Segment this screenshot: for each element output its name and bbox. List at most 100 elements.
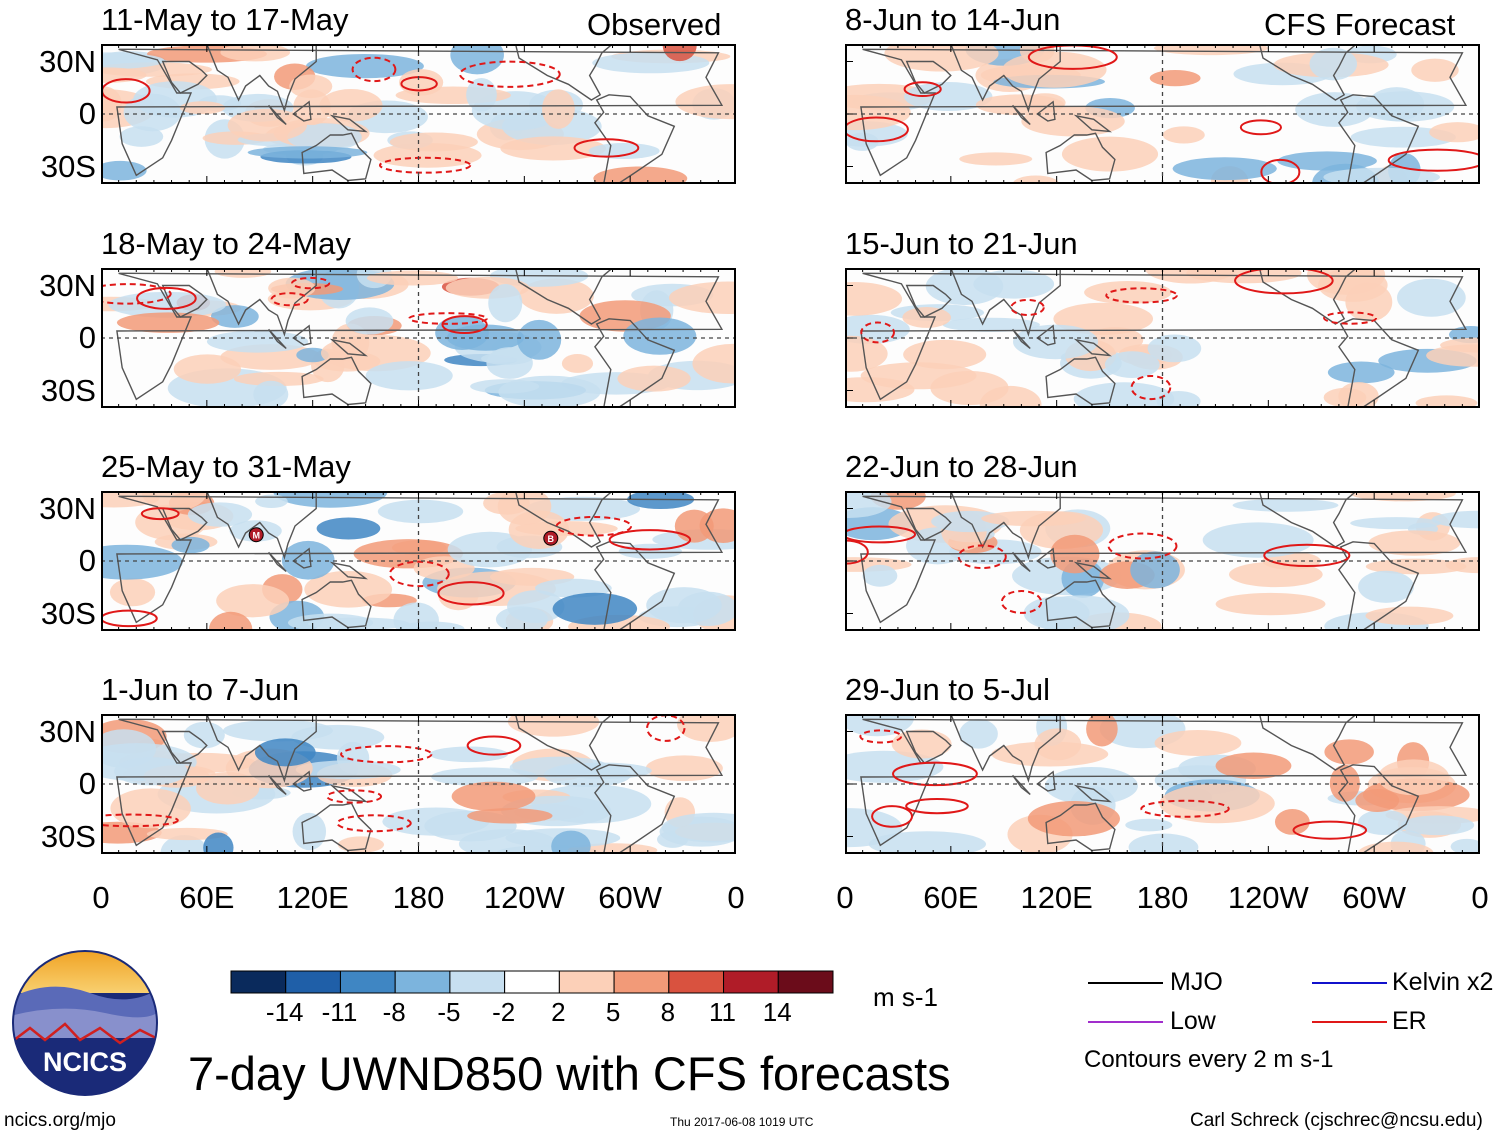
colorbar-swatch <box>504 970 560 994</box>
anomaly-area <box>646 587 722 624</box>
coastline <box>905 60 952 94</box>
anomaly-area <box>552 592 638 625</box>
anomaly-area <box>1154 729 1242 756</box>
anomaly-area <box>171 536 210 554</box>
colorbar <box>230 970 834 994</box>
y-tick-label: 30S <box>40 818 96 854</box>
map-panel <box>101 268 736 408</box>
map-panel <box>845 714 1480 854</box>
footer-url: ncics.org/mjo <box>4 1110 116 1131</box>
er-contour <box>458 60 561 88</box>
svg-text:B: B <box>548 534 555 544</box>
coastline <box>329 784 368 803</box>
anomaly-area <box>1365 606 1454 626</box>
anomaly-area <box>542 89 575 129</box>
anomaly-area <box>447 531 532 568</box>
coastline <box>905 730 952 764</box>
coastline <box>116 495 724 624</box>
er-contour <box>140 507 180 521</box>
anomaly-area <box>389 132 478 152</box>
coastline <box>905 284 952 318</box>
coastline <box>594 764 676 854</box>
logo-text: NCICS <box>43 1047 127 1077</box>
track-marker: B <box>543 530 559 546</box>
anomaly-area <box>1228 561 1323 588</box>
er-contour <box>441 315 488 334</box>
anomaly-area <box>214 268 272 278</box>
y-tick-label: 30N <box>39 267 96 303</box>
map-panel <box>845 44 1480 184</box>
x-tick-label: 60E <box>179 880 235 915</box>
colorbar-tick-label: 14 <box>762 997 792 1027</box>
er-contour <box>1140 799 1230 818</box>
er-contour <box>871 805 914 828</box>
coastline <box>1012 104 1031 126</box>
legend-label: ER <box>1392 1007 1427 1035</box>
anomaly-area <box>1355 789 1400 813</box>
anomaly-area <box>1159 783 1275 824</box>
anomaly-area <box>273 491 388 508</box>
anomaly-area <box>316 517 381 540</box>
anomaly-area <box>1128 833 1199 854</box>
coastline <box>292 770 312 792</box>
anomaly-area <box>1084 280 1172 304</box>
er-contour <box>860 321 895 344</box>
colorbar-swatch <box>394 970 451 994</box>
er-contour <box>957 544 1007 570</box>
anomaly-area <box>337 836 385 853</box>
coastline <box>161 730 208 764</box>
anomaly-area <box>247 146 368 159</box>
anomaly-area <box>1358 809 1409 835</box>
anomaly-area <box>959 152 1033 166</box>
colorbar-swatch <box>449 970 506 994</box>
colorbar-tick-label: -8 <box>382 997 406 1027</box>
legend-label: MJO <box>1170 968 1223 996</box>
y-tick-label: 30S <box>40 372 96 408</box>
anomaly-area <box>1086 714 1118 747</box>
coastline <box>1258 491 1358 548</box>
anomaly-area <box>1147 334 1202 363</box>
anomaly-area <box>1400 815 1475 836</box>
anomaly-area <box>618 543 682 559</box>
anomaly-area <box>1345 282 1393 322</box>
x-tick-label: 0 <box>836 880 854 915</box>
x-tick-label: 120E <box>276 880 349 915</box>
observed-header: Observed <box>587 7 722 42</box>
anomaly-area <box>981 510 1086 527</box>
er-contour <box>437 581 505 606</box>
anomaly-area <box>1324 739 1374 765</box>
anomaly-area <box>295 760 401 780</box>
anomaly-area <box>208 611 253 631</box>
anomaly-area <box>845 94 911 131</box>
coastline <box>161 60 208 94</box>
colorbar-tick-label: 11 <box>709 997 737 1027</box>
anomaly-area <box>287 123 362 151</box>
coastline <box>206 491 317 560</box>
colorbar-tick-label: -5 <box>437 997 461 1027</box>
anomaly-area <box>862 564 898 587</box>
anomaly-area <box>1350 517 1442 530</box>
anomaly-area <box>1172 157 1277 181</box>
anomaly-area <box>507 714 600 737</box>
x-tick-label: 60W <box>1342 880 1407 915</box>
anomaly-area <box>884 44 999 72</box>
anomaly-area <box>253 380 289 408</box>
coastline <box>329 561 368 580</box>
anomaly-area <box>1358 570 1414 603</box>
map-panel <box>845 268 1480 408</box>
ncics-logo: NCICS <box>12 950 158 1096</box>
anomaly-area <box>101 86 122 122</box>
coastline <box>1073 114 1112 133</box>
x-tick-label: 0 <box>1471 880 1489 915</box>
coastline <box>1073 338 1112 357</box>
anomaly-area <box>1149 70 1201 87</box>
anomaly-area <box>254 738 316 767</box>
coastline <box>1045 579 1116 629</box>
y-tick-label: 30N <box>39 490 96 526</box>
x-tick-label: 180 <box>1136 880 1189 915</box>
forecast-header: CFS Forecast <box>1264 7 1456 42</box>
coastline <box>1045 356 1116 406</box>
anomaly-area <box>1153 44 1269 56</box>
units-label: m s-1 <box>873 982 938 1012</box>
